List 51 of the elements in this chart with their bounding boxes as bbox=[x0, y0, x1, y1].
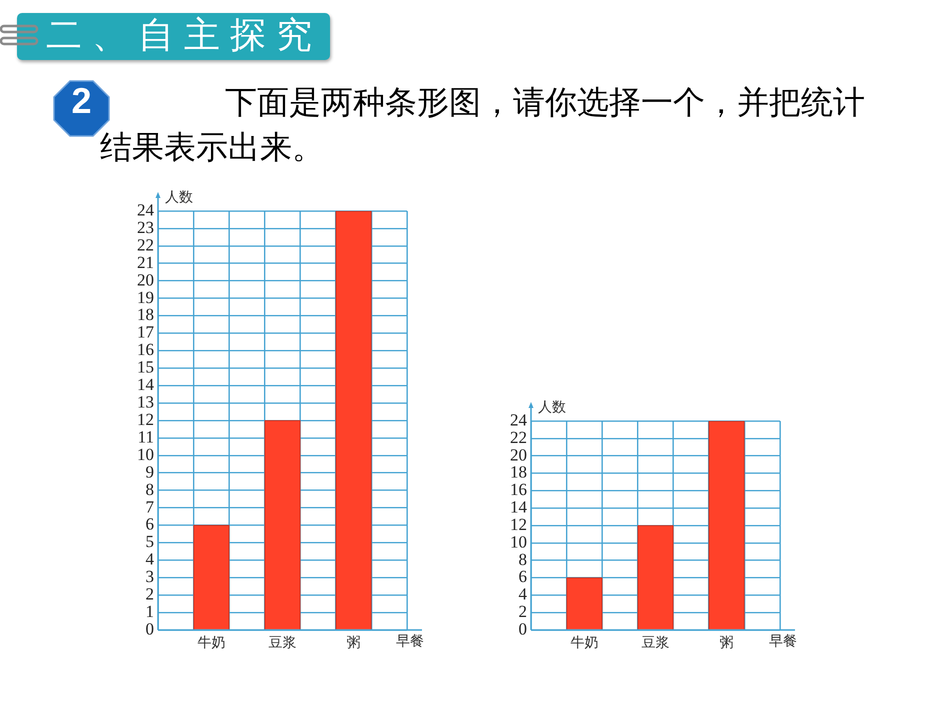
y-tick-label: 18 bbox=[137, 305, 154, 324]
x-tick-label: 牛奶 bbox=[570, 635, 598, 652]
y-tick-label: 16 bbox=[137, 340, 154, 360]
x-tick-label: 粥 bbox=[346, 635, 361, 652]
y-axis-title: 人数 bbox=[538, 400, 566, 416]
y-tick-label: 23 bbox=[137, 218, 154, 237]
y-tick-label: 12 bbox=[137, 410, 154, 429]
y-tick-label: 17 bbox=[137, 322, 154, 342]
y-axis-title: 人数 bbox=[165, 190, 193, 206]
x-tick-label: 豆浆 bbox=[268, 635, 296, 652]
y-tick-label: 6 bbox=[518, 567, 527, 586]
y-tick-label: 0 bbox=[518, 619, 527, 638]
y-tick-label: 20 bbox=[510, 445, 527, 464]
y-tick-label: 10 bbox=[137, 444, 154, 464]
y-tick-label: 4 bbox=[146, 550, 154, 569]
y-tick-label: 24 bbox=[137, 200, 154, 220]
y-tick-label: 1 bbox=[146, 602, 154, 622]
y-tick-label: 10 bbox=[510, 532, 527, 552]
y-tick-label: 14 bbox=[137, 375, 154, 394]
y-tick-label: 11 bbox=[138, 427, 154, 446]
y-tick-label: 2 bbox=[518, 602, 527, 622]
x-tick-label: 牛奶 bbox=[197, 635, 226, 652]
x-tick-label: 粥 bbox=[720, 635, 734, 652]
x-tick-label: 豆浆 bbox=[642, 635, 670, 652]
y-tick-label: 22 bbox=[510, 428, 527, 447]
y-tick-label: 8 bbox=[146, 480, 154, 499]
y-tick-label: 6 bbox=[146, 514, 154, 534]
y-tick-label: 7 bbox=[146, 497, 154, 516]
y-tick-label: 9 bbox=[146, 462, 154, 482]
y-tick-label: 20 bbox=[137, 270, 154, 290]
y-tick-label: 24 bbox=[510, 410, 528, 430]
y-tick-label: 13 bbox=[137, 392, 154, 412]
chart-title: 二、自主探究 bbox=[46, 14, 322, 58]
x-axis-title: 早餐 bbox=[769, 634, 797, 650]
y-tick-label: 8 bbox=[518, 550, 527, 569]
y-tick-label: 5 bbox=[146, 532, 154, 552]
text: 2 bbox=[71, 80, 92, 121]
y-tick-label: 0 bbox=[146, 619, 154, 638]
y-tick-label: 4 bbox=[518, 584, 528, 604]
y-tick-label: 3 bbox=[146, 567, 154, 586]
y-tick-label: 19 bbox=[137, 288, 154, 307]
y-tick-label: 15 bbox=[137, 358, 154, 377]
y-tick-label: 2 bbox=[146, 584, 154, 604]
y-tick-label: 12 bbox=[510, 514, 527, 534]
x-axis-title: 早餐 bbox=[396, 634, 424, 650]
y-tick-label: 14 bbox=[510, 498, 528, 517]
y-tick-label: 21 bbox=[137, 252, 154, 272]
y-tick-label: 16 bbox=[510, 480, 527, 500]
text: 下面是两种条形图，请你选择一个，并把统计结果表示出来。 bbox=[100, 82, 866, 168]
y-tick-label: 22 bbox=[137, 235, 154, 254]
y-tick-label: 18 bbox=[510, 462, 527, 482]
